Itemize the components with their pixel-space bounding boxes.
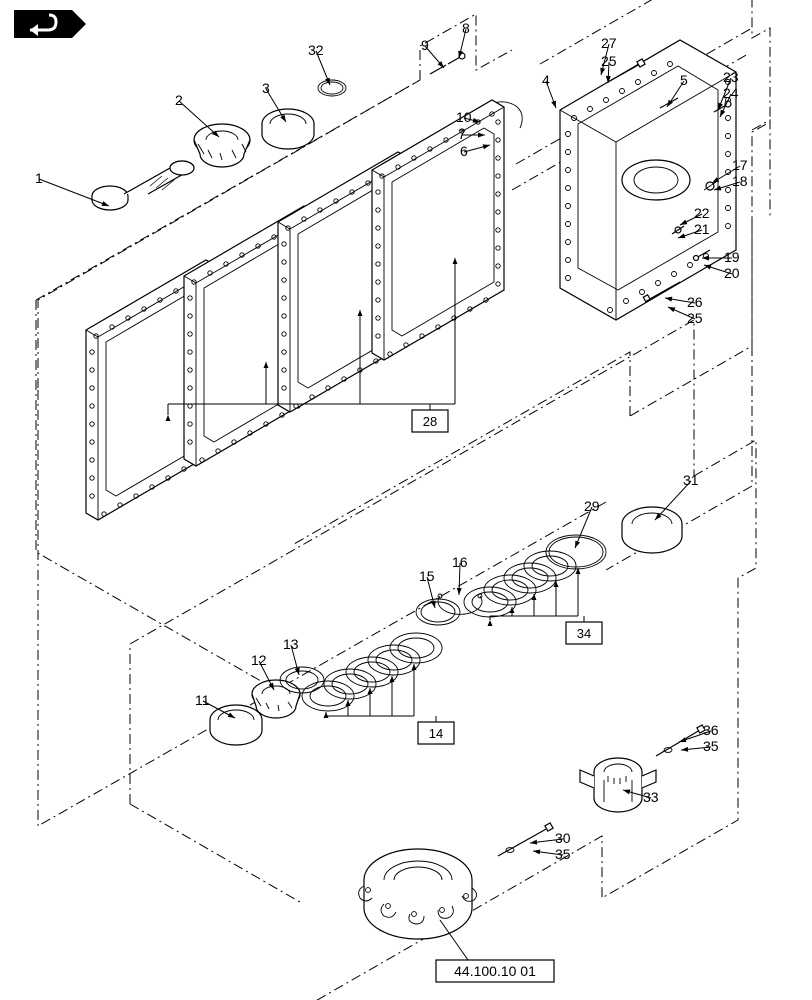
return-icon — [14, 10, 86, 38]
callout-11: 11 — [195, 692, 210, 708]
part-bolt-30-35 — [498, 823, 553, 856]
callout-31: 31 — [683, 472, 699, 488]
part-gaskets-28 — [86, 100, 504, 520]
callout-17: 17 — [732, 157, 748, 173]
callout-24: 24 — [723, 85, 739, 101]
callout-23: 23 — [723, 69, 739, 85]
callout-2: 2 — [175, 92, 183, 108]
callout-13: 13 — [283, 636, 299, 652]
part-shims-34 — [464, 551, 576, 617]
callout-10: 10 — [456, 109, 472, 125]
callout-20: 20 — [724, 265, 740, 281]
callout-22: 22 — [694, 205, 710, 221]
callout-8: 8 — [462, 20, 470, 36]
callout-7: 7 — [458, 126, 466, 142]
callout-30: 30 — [555, 830, 571, 846]
callout-5: 5 — [680, 72, 688, 88]
part-oring-32 — [318, 80, 346, 96]
part-cup-3 — [262, 109, 314, 149]
callout-19: 19 — [724, 249, 740, 265]
callout-16: 16 — [452, 554, 468, 570]
part-shims-14 — [302, 633, 442, 711]
part-cup-11 — [210, 705, 262, 745]
callout-21: 21 — [694, 221, 710, 237]
boxed-callout-14: 14 — [429, 726, 443, 741]
callout-6: 6 — [460, 143, 468, 159]
callout-15: 15 — [419, 568, 435, 584]
callout-9: 9 — [421, 37, 429, 53]
part-seal-31 — [622, 507, 682, 553]
callout-25b: 25 — [687, 310, 703, 326]
part-shaft — [92, 161, 194, 210]
callout-32: 32 — [308, 42, 324, 58]
callout-3: 3 — [262, 80, 270, 96]
callout-4: 4 — [542, 72, 550, 88]
callout-35b: 35 — [555, 846, 571, 862]
part-bolt-36-35 — [656, 725, 705, 756]
part-retainer-housing — [359, 849, 477, 939]
callout-18: 18 — [732, 173, 748, 189]
part-ring-13 — [280, 667, 324, 693]
footer-text: 44.100.10 01 — [454, 963, 536, 979]
callout-29: 29 — [584, 498, 600, 514]
callout-25: 25 — [601, 53, 617, 69]
part-housing-4 — [560, 40, 736, 320]
part-bearing-2 — [194, 124, 250, 167]
boxed-callout-28: 28 — [423, 414, 437, 429]
parts-diagram: 1233289272545232410761718222119202625312… — [0, 0, 812, 1000]
callout-33: 33 — [643, 789, 659, 805]
callout-27: 27 — [601, 35, 617, 51]
callout-12: 12 — [251, 652, 267, 668]
callout-35: 35 — [703, 738, 719, 754]
callout-36: 36 — [703, 722, 719, 738]
callout-1: 1 — [35, 170, 43, 186]
callout-26: 26 — [687, 294, 703, 310]
boxed-callout-34: 34 — [577, 626, 591, 641]
